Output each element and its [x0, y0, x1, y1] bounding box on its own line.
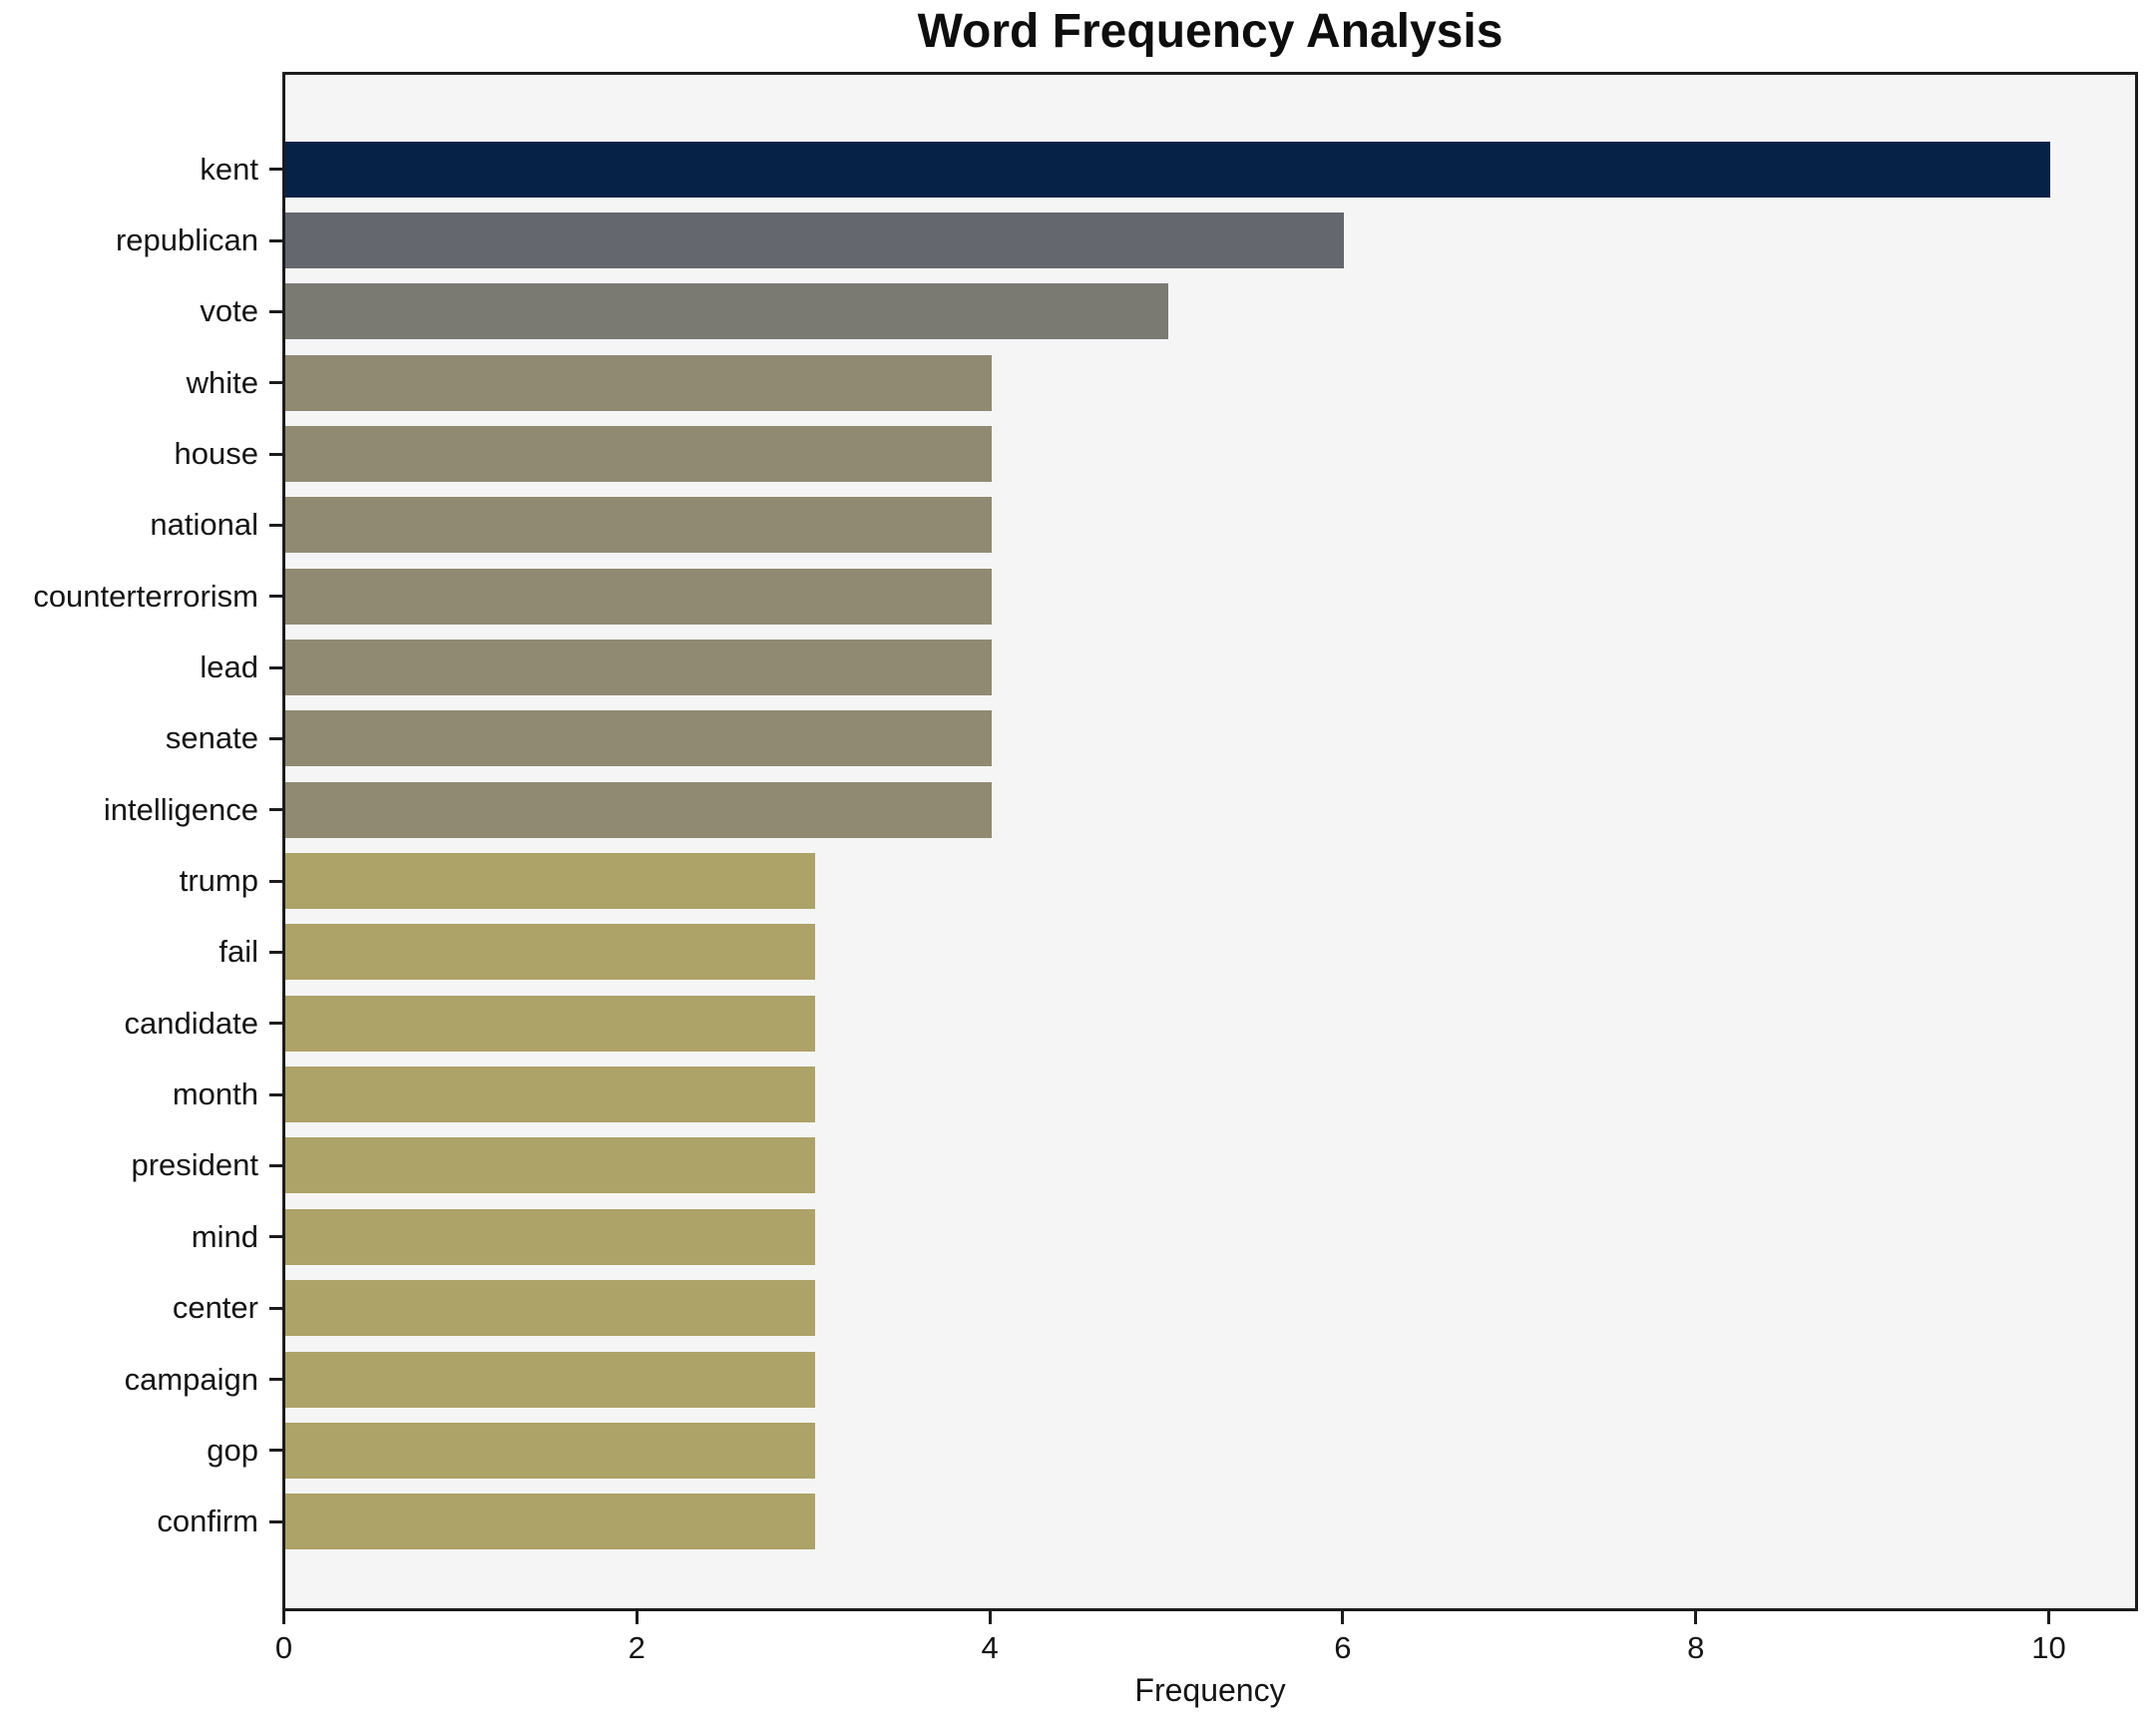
bar-row-lead: lead [200, 632, 2135, 702]
bar-senate [285, 710, 992, 767]
bar-row-candidate: candidate [125, 988, 2135, 1059]
bar-row-gop: gop [207, 1415, 2135, 1486]
y-label-republican: republican [115, 222, 258, 258]
bar-row-campaign: campaign [125, 1344, 2135, 1415]
bar-row-white: white [187, 347, 2135, 418]
bar-month [285, 1067, 815, 1123]
y-label-vote: vote [200, 293, 258, 329]
x-tick-0 [282, 1611, 285, 1624]
bar-intelligence [285, 781, 992, 838]
y-tick-candidate [269, 1022, 282, 1026]
y-label-house: house [174, 436, 258, 472]
bar-row-senate: senate [166, 703, 2135, 774]
bar-row-republican: republican [116, 205, 2135, 275]
bar-row-president: president [131, 1130, 2135, 1201]
y-tick-counterterrorism [269, 595, 282, 599]
bar-president [285, 1137, 815, 1194]
y-label-center: center [172, 1290, 258, 1326]
bar-counterterrorism [285, 568, 992, 625]
bar-center [285, 1280, 815, 1337]
x-tick-8 [1694, 1611, 1698, 1624]
bar-row-house: house [175, 418, 2135, 489]
y-label-senate: senate [165, 720, 258, 756]
chart-title: Word Frequency Analysis [917, 5, 1504, 58]
x-tick-label-10: 10 [2031, 1630, 2066, 1665]
bar-row-fail: fail [218, 917, 2135, 988]
bar-row-confirm: confirm [157, 1487, 2135, 1557]
bar-trump [285, 853, 815, 910]
x-tick-label-6: 6 [1334, 1630, 1352, 1665]
bar-row-counterterrorism: counterterrorism [33, 561, 2135, 632]
bar-national [285, 497, 992, 554]
bar-row-national: national [150, 490, 2135, 561]
bar-vote [285, 283, 1168, 340]
y-tick-vote [269, 309, 282, 313]
bar-row-mind: mind [192, 1201, 2135, 1272]
y-label-confirm: confirm [157, 1503, 258, 1539]
bars-container: kent republican vote white house national coun… [33, 75, 2135, 1608]
x-tick-6 [1341, 1611, 1345, 1624]
y-tick-republican [269, 238, 282, 242]
y-tick-white [269, 381, 282, 385]
bar-kent [285, 141, 2050, 198]
y-label-intelligence: intelligence [103, 791, 258, 827]
y-tick-house [269, 452, 282, 456]
y-label-counterterrorism: counterterrorism [33, 578, 258, 614]
y-label-national: national [150, 507, 258, 543]
y-label-fail: fail [218, 934, 258, 970]
bar-row-intelligence: intelligence [104, 774, 2135, 845]
bar-confirm [285, 1494, 815, 1550]
x-tick-label-4: 4 [981, 1630, 999, 1665]
y-tick-month [269, 1092, 282, 1096]
y-tick-mind [269, 1235, 282, 1239]
x-axis-label: Frequency [1134, 1672, 1286, 1708]
y-label-month: month [172, 1076, 258, 1112]
x-tick-10 [2047, 1611, 2050, 1624]
x-tick-4 [988, 1611, 992, 1624]
bar-white [285, 354, 992, 411]
y-tick-campaign [269, 1378, 282, 1382]
x-tick-label-8: 8 [1687, 1630, 1705, 1665]
y-tick-kent [269, 168, 282, 172]
y-tick-center [269, 1306, 282, 1310]
x-tick-label-2: 2 [628, 1630, 646, 1665]
y-tick-lead [269, 665, 282, 669]
bar-row-center: center [173, 1273, 2135, 1344]
y-tick-national [269, 523, 282, 527]
y-label-mind: mind [191, 1218, 258, 1254]
plot-area: kent republican vote white house national coun… [33, 72, 2138, 1708]
bar-mind [285, 1208, 815, 1265]
y-tick-president [269, 1163, 282, 1167]
y-label-lead: lead [200, 649, 258, 685]
y-label-kent: kent [200, 151, 258, 187]
x-tick-label-0: 0 [274, 1630, 293, 1665]
bar-fail [285, 924, 815, 981]
y-tick-senate [269, 736, 282, 740]
bar-row-kent: kent [200, 134, 2135, 205]
y-tick-trump [269, 879, 282, 883]
bar-lead [285, 640, 992, 696]
y-tick-gop [269, 1449, 282, 1453]
bar-house [285, 426, 992, 483]
bar-republican [285, 213, 1345, 269]
y-label-white: white [186, 364, 258, 400]
bar-row-vote: vote [200, 276, 2135, 347]
y-label-trump: trump [179, 863, 258, 899]
y-tick-intelligence [269, 808, 282, 812]
y-label-campaign: campaign [124, 1361, 258, 1397]
y-label-gop: gop [207, 1432, 258, 1468]
bar-row-trump: trump [180, 845, 2135, 916]
x-tick-2 [635, 1611, 639, 1624]
y-tick-fail [269, 950, 282, 954]
bar-gop [285, 1422, 815, 1479]
y-label-president: president [131, 1147, 258, 1183]
bar-campaign [285, 1351, 815, 1408]
bar-row-month: month [173, 1059, 2135, 1129]
bar-candidate [285, 995, 815, 1052]
y-tick-confirm [269, 1519, 282, 1523]
y-label-candidate: candidate [124, 1005, 258, 1041]
